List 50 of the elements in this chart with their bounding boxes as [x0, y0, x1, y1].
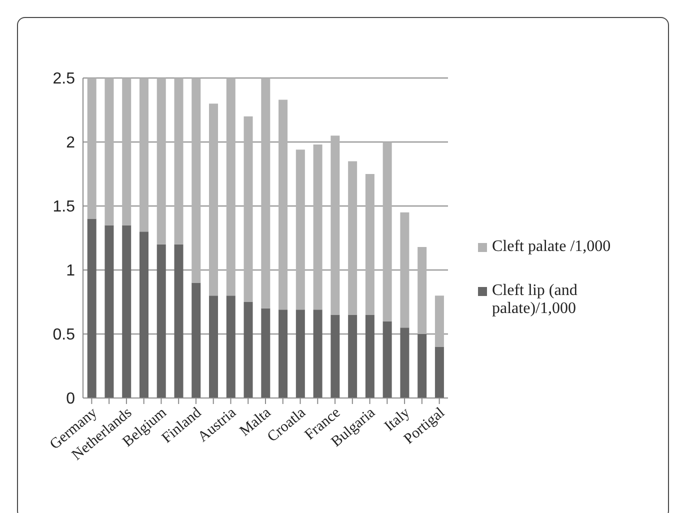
bar — [382, 321, 392, 398]
bar — [296, 310, 305, 398]
y-tick-label: 2.5 — [52, 70, 76, 88]
bar — [400, 212, 410, 328]
bar — [104, 225, 114, 398]
bar — [87, 218, 96, 398]
bar — [313, 144, 322, 310]
bar — [261, 78, 270, 308]
bar — [261, 308, 270, 398]
bar — [382, 142, 392, 322]
bar — [330, 314, 340, 398]
bar — [418, 246, 427, 334]
bar — [418, 334, 427, 398]
bar — [139, 78, 148, 232]
bar — [156, 244, 166, 398]
bar — [313, 310, 322, 398]
bar — [104, 78, 114, 226]
bar — [434, 296, 444, 347]
bar — [226, 78, 236, 296]
bar — [139, 232, 148, 398]
bar — [122, 78, 132, 226]
bar — [434, 346, 444, 398]
bar — [278, 100, 288, 310]
y-tick-label: 0.5 — [52, 326, 76, 344]
bar — [244, 116, 253, 302]
bar — [209, 104, 218, 296]
bar — [365, 314, 374, 398]
bar — [87, 78, 96, 219]
bar — [156, 78, 166, 244]
bar — [330, 136, 340, 315]
bar — [278, 310, 288, 398]
bar — [192, 282, 201, 398]
bar — [209, 296, 218, 398]
bar — [122, 225, 132, 398]
y-tick-label: 1.5 — [52, 198, 76, 216]
legend-label: Cleft lip (and palate)/1,000 — [492, 282, 578, 318]
bar — [296, 150, 305, 310]
y-tick-label: 0 — [66, 390, 76, 408]
y-tick-label: 2 — [66, 134, 76, 152]
bar — [348, 314, 358, 398]
bar — [174, 78, 184, 244]
bar — [400, 328, 410, 398]
bar — [244, 302, 253, 398]
bar — [192, 78, 201, 283]
legend-label: Cleft palate /1,000 — [492, 238, 611, 256]
bar — [174, 244, 184, 398]
y-tick-label: 1 — [66, 262, 76, 280]
bar — [226, 296, 236, 398]
bar — [365, 174, 374, 315]
bar — [348, 161, 358, 315]
